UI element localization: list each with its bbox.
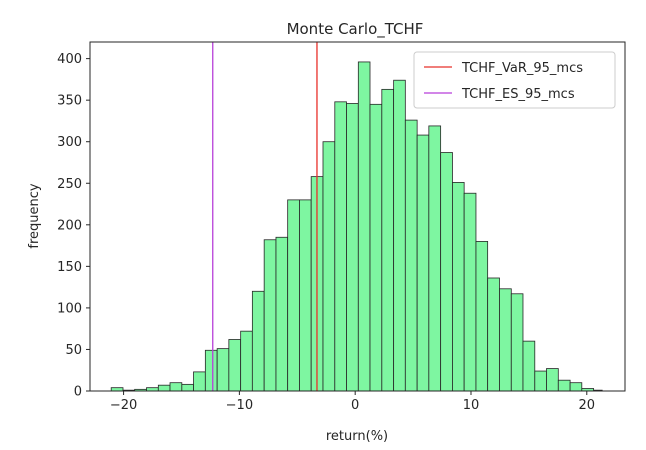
reference-lines [212,42,318,391]
histogram-bar [322,141,336,392]
histogram-bar [204,349,218,392]
x-tick-label: 20 [579,398,596,413]
histogram-bar [287,199,300,392]
y-tick-label: 100 [57,301,82,316]
legend: TCHF_VaR_95_mcs TCHF_ES_95_mcs [413,51,616,109]
x-tick-label: −10 [226,398,253,413]
histogram-bars [110,61,603,392]
histogram-bar [499,288,512,392]
y-tick-label: 150 [57,260,82,275]
y-axis-label: frequency [27,183,42,249]
histogram-bar [487,277,500,392]
histogram-bar [157,384,171,392]
histogram-bar [546,368,559,392]
histogram-bar [228,339,242,392]
histogram-bar [452,182,465,392]
x-tick-label: 0 [351,398,359,413]
x-tick-label: 10 [463,398,480,413]
histogram-bar [299,199,312,392]
histogram-bar [569,382,583,392]
legend-box [413,51,616,109]
histogram-bar [240,330,253,392]
histogram-bar [522,340,536,392]
histogram-bar [416,134,430,392]
histogram-bar [193,371,206,392]
y-tick-label: 350 [57,94,82,109]
histogram-bar [369,103,383,392]
histogram-bar [463,192,477,392]
x-axis-label: return(%) [326,429,388,444]
y-axis-ticks: 0 50 100 150 200 250 300 350 400 [57,52,90,400]
histogram-bar [428,125,442,392]
histogram-bar [216,348,230,392]
histogram-bar [557,379,571,392]
y-tick-label: 300 [57,135,82,150]
histogram-bar [510,293,524,392]
legend-label-es: TCHF_ES_95_mcs [461,87,575,102]
histogram-bar [169,382,183,392]
chart-title: Monte Carlo_TCHF [287,20,424,39]
histogram-bar [381,88,395,392]
histogram-bar [534,370,547,392]
histogram-bar [357,61,371,392]
histogram-bar [440,152,453,392]
plot-frame [89,41,626,392]
histogram-bar [263,239,277,392]
y-tick-label: 200 [57,218,82,233]
legend-label-var: TCHF_VaR_95_mcs [461,61,583,76]
y-tick-label: 50 [65,343,82,358]
x-axis-ticks: −20 −10 0 10 20 [110,391,595,413]
histogram-bar [404,119,418,392]
y-tick-label: 250 [57,177,82,192]
histogram-bar [251,290,265,392]
histogram-bar [475,241,489,392]
histogram-bar [334,101,347,392]
histogram-bar [181,383,194,392]
histogram-bar [393,79,406,392]
y-tick-label: 400 [57,52,82,67]
x-tick-label: −20 [110,398,137,413]
histogram-bar [346,103,359,392]
y-tick-label: 0 [74,385,82,400]
histogram-bar [275,236,289,392]
